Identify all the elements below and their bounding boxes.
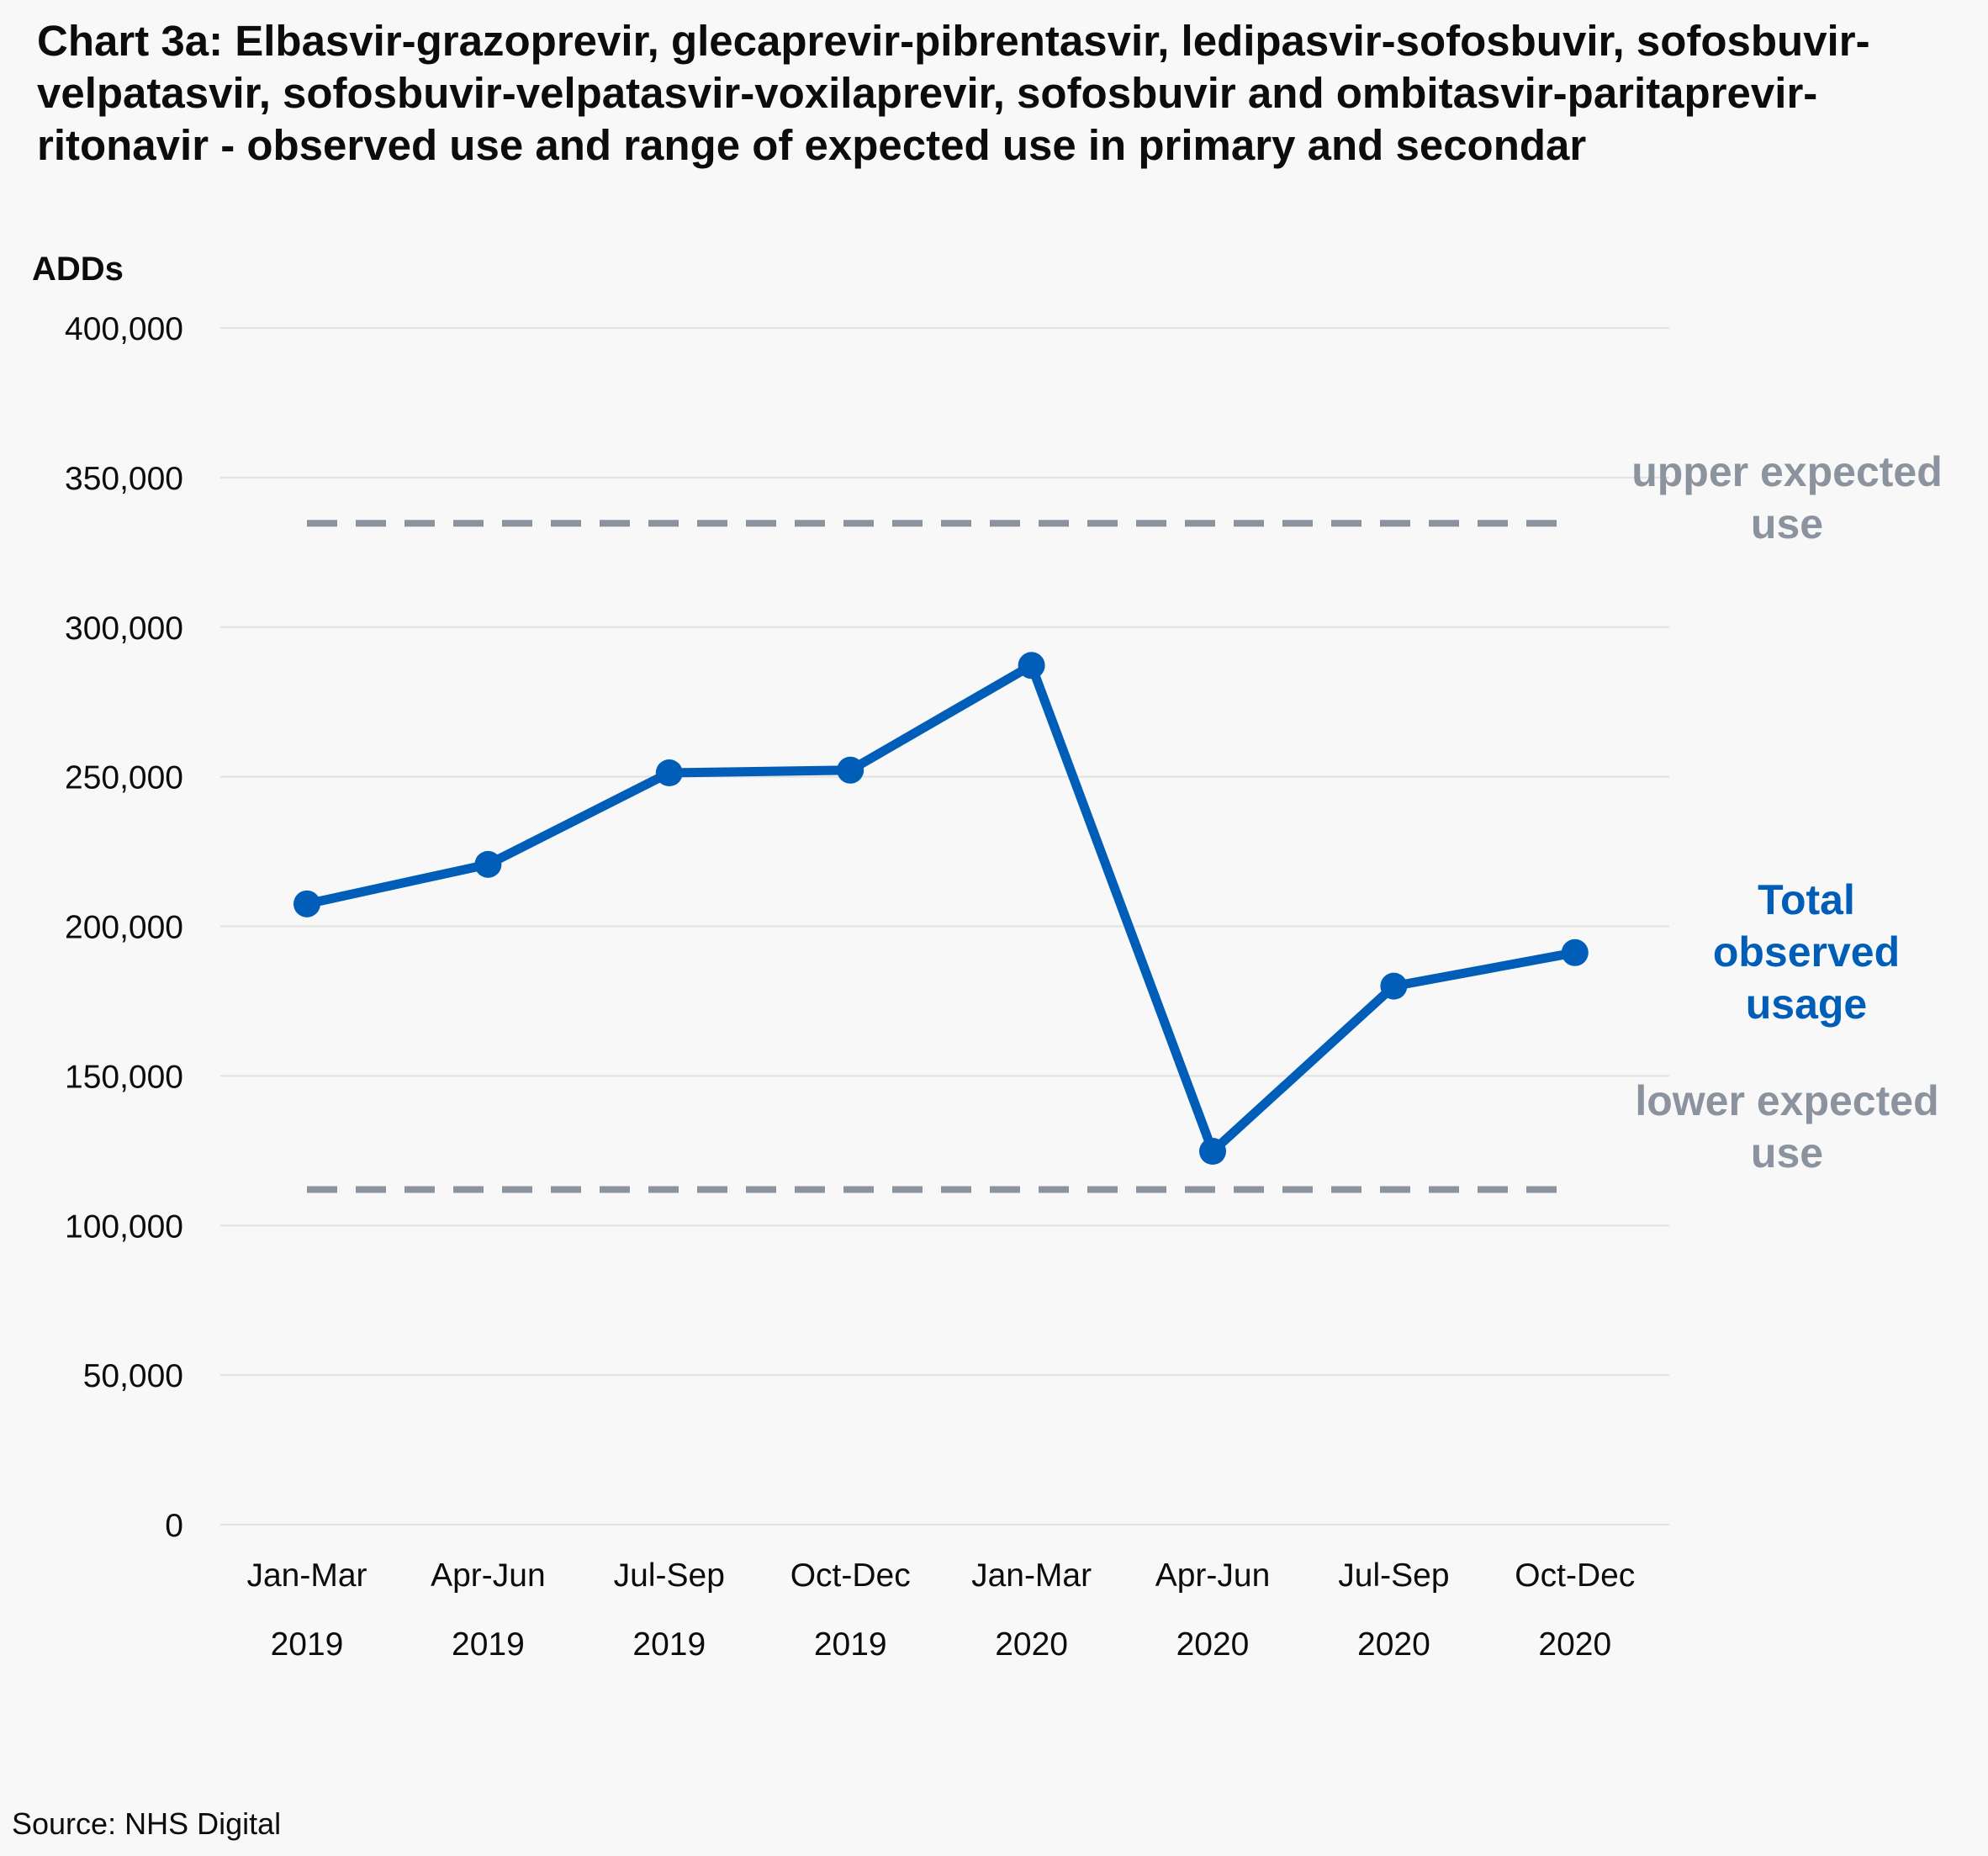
- observed-point: [1018, 652, 1045, 679]
- lower-expected-label: lower expected use: [1635, 1077, 1938, 1177]
- observed-point: [1199, 1138, 1226, 1166]
- source-note: Source: NHS Digital: [12, 1806, 282, 1841]
- x-tick-label-year: 2020: [1176, 1626, 1250, 1663]
- series-lines: [302, 520, 1580, 1193]
- y-tick-label: 350,000: [65, 461, 183, 497]
- y-tick-label: 0: [165, 1508, 183, 1544]
- observed-usage-label: Total observed usage: [1713, 876, 1900, 1028]
- chart-title: Chart 3a: Elbasvir-grazoprevir, glecapre…: [37, 17, 1870, 169]
- x-tick-label: Apr-Jun: [1155, 1557, 1271, 1594]
- x-tick-label: Jan-Mar: [971, 1557, 1092, 1594]
- y-axis-title: ADDs: [32, 251, 124, 288]
- x-tick-label-year: 2019: [452, 1626, 525, 1663]
- observed-point: [474, 850, 502, 878]
- upper-expected-label: upper expected use: [1631, 448, 1943, 547]
- observed-markers: [293, 652, 1589, 1166]
- observed-point: [655, 759, 683, 787]
- observed-usage-label-line: usage: [1746, 981, 1868, 1028]
- upper-expected-label-line: upper expected: [1631, 448, 1943, 495]
- y-axis-tick-labels: 0 50,000 100,000 150,000 200,000 250,000 300,0…: [65, 311, 183, 1544]
- lower-expected-label-line: lower expected: [1635, 1077, 1938, 1124]
- x-tick-label: Jan-Mar: [246, 1557, 367, 1594]
- x-tick-label: Oct-Dec: [1515, 1557, 1635, 1594]
- y-tick-label: 50,000: [83, 1358, 183, 1394]
- y-tick-label: 200,000: [65, 910, 183, 946]
- x-tick-label-year: 2019: [271, 1626, 344, 1663]
- x-tick-label-year: 2019: [814, 1626, 887, 1663]
- observed-usage-line: [302, 660, 1580, 1156]
- y-tick-label: 300,000: [65, 611, 183, 647]
- observed-point: [1561, 939, 1589, 966]
- x-tick-label: Apr-Jun: [431, 1557, 546, 1594]
- observed-point: [293, 890, 320, 917]
- direct-labels: upper expected use Total observed usage lower…: [1631, 448, 1943, 1177]
- observed-usage-label-line: observed: [1713, 928, 1900, 976]
- y-tick-label: 250,000: [65, 760, 183, 796]
- y-tick-label: 400,000: [65, 311, 183, 347]
- lower-expected-label-line: use: [1751, 1129, 1823, 1177]
- y-tick-label: 100,000: [65, 1208, 183, 1245]
- x-tick-label: Oct-Dec: [790, 1557, 911, 1594]
- x-tick-label: Jul-Sep: [614, 1557, 725, 1594]
- gridlines: [220, 327, 1669, 1526]
- x-tick-label: Jul-Sep: [1338, 1557, 1449, 1594]
- x-axis-tick-labels: Jan-Mar 2019 Apr-Jun 2019 Jul-Sep 2019 Oct-Dec…: [246, 1557, 1635, 1663]
- x-tick-label-year: 2019: [632, 1626, 706, 1663]
- x-tick-label-year: 2020: [1357, 1626, 1430, 1663]
- upper-expected-label-line: use: [1751, 500, 1823, 547]
- observed-point: [837, 756, 864, 784]
- x-tick-label-year: 2020: [1538, 1626, 1611, 1663]
- y-tick-label: 150,000: [65, 1059, 183, 1095]
- observed-usage-label-line: Total: [1758, 876, 1855, 923]
- observed-point: [1380, 972, 1408, 1000]
- x-tick-label-year: 2020: [995, 1626, 1068, 1663]
